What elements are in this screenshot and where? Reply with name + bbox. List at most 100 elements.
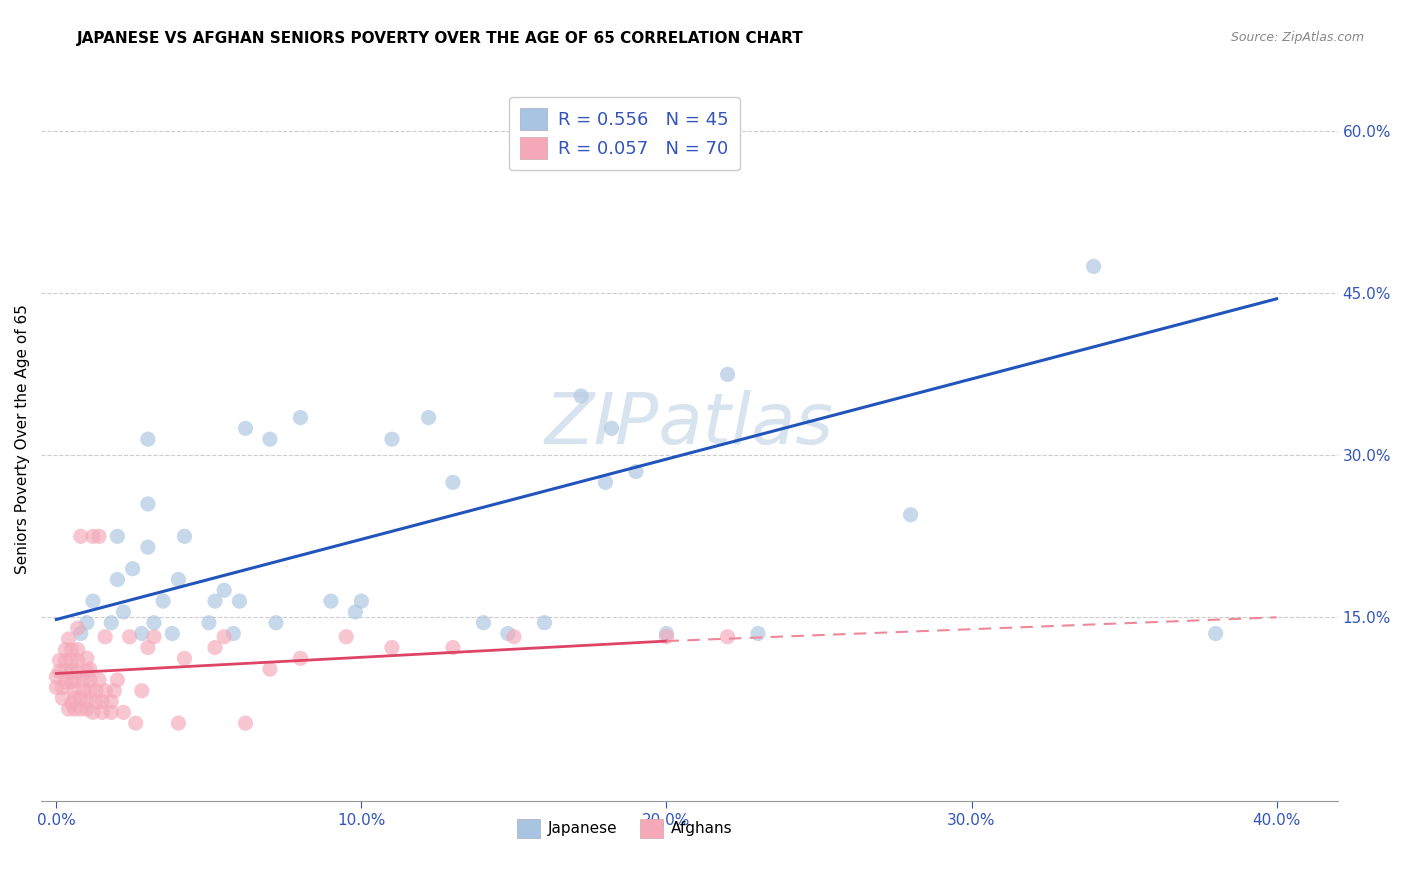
Point <box>82 706 104 720</box>
Point <box>60 665 83 679</box>
Point <box>91 694 114 708</box>
Point <box>66 621 89 635</box>
Legend: Japanese, Afghans: Japanese, Afghans <box>510 813 738 844</box>
Point <box>131 626 153 640</box>
Point <box>350 594 373 608</box>
Point <box>235 716 257 731</box>
Point <box>900 508 922 522</box>
Point <box>60 675 83 690</box>
Point <box>105 673 128 687</box>
Point <box>198 615 221 630</box>
Point <box>94 630 117 644</box>
Point <box>600 421 623 435</box>
Point <box>58 702 80 716</box>
Point <box>235 421 257 435</box>
Text: JAPANESE VS AFGHAN SENIORS POVERTY OVER THE AGE OF 65 CORRELATION CHART: JAPANESE VS AFGHAN SENIORS POVERTY OVER … <box>77 31 804 46</box>
Point <box>212 630 235 644</box>
Point <box>63 691 86 706</box>
Point <box>1083 260 1105 274</box>
Point <box>73 683 96 698</box>
Point <box>441 475 464 490</box>
Point <box>91 706 114 720</box>
Y-axis label: Seniors Poverty Over the Age of 65: Seniors Poverty Over the Age of 65 <box>15 304 30 574</box>
Point <box>121 562 143 576</box>
Point <box>55 675 77 690</box>
Point <box>655 630 678 644</box>
Point <box>290 410 312 425</box>
Point <box>63 702 86 716</box>
Point <box>60 697 83 711</box>
Point <box>222 626 245 640</box>
Text: Source: ZipAtlas.com: Source: ZipAtlas.com <box>1230 31 1364 45</box>
Point <box>441 640 464 655</box>
Point <box>76 651 98 665</box>
Point <box>655 626 678 640</box>
Point <box>595 475 617 490</box>
Point <box>69 702 91 716</box>
Point <box>63 683 86 698</box>
Point <box>1205 626 1227 640</box>
Point <box>69 626 91 640</box>
Point <box>290 651 312 665</box>
Point <box>131 683 153 698</box>
Point <box>48 665 70 679</box>
Point <box>167 716 190 731</box>
Point <box>496 626 519 640</box>
Point <box>51 681 73 695</box>
Point <box>319 594 342 608</box>
Point <box>112 706 135 720</box>
Point <box>87 529 110 543</box>
Point <box>167 573 190 587</box>
Point <box>173 651 195 665</box>
Point <box>55 653 77 667</box>
Point <box>76 615 98 630</box>
Point <box>73 673 96 687</box>
Point <box>76 702 98 716</box>
Point <box>418 410 440 425</box>
Point <box>716 368 738 382</box>
Point <box>69 691 91 706</box>
Point <box>118 630 141 644</box>
Point <box>76 694 98 708</box>
Point <box>79 673 101 687</box>
Point <box>143 615 166 630</box>
Point <box>259 432 281 446</box>
Point <box>103 683 125 698</box>
Point <box>105 529 128 543</box>
Point <box>66 653 89 667</box>
Point <box>94 683 117 698</box>
Point <box>569 389 592 403</box>
Point <box>51 691 73 706</box>
Point <box>212 583 235 598</box>
Point <box>344 605 367 619</box>
Point <box>79 683 101 698</box>
Point <box>335 630 357 644</box>
Point <box>60 642 83 657</box>
Point <box>60 653 83 667</box>
Point <box>79 662 101 676</box>
Point <box>204 640 226 655</box>
Point <box>82 529 104 543</box>
Point <box>533 615 555 630</box>
Point <box>228 594 250 608</box>
Point <box>136 540 159 554</box>
Point <box>45 681 67 695</box>
Point <box>87 673 110 687</box>
Point <box>136 497 159 511</box>
Point <box>100 615 122 630</box>
Point <box>173 529 195 543</box>
Point <box>76 665 98 679</box>
Point <box>66 642 89 657</box>
Point <box>48 653 70 667</box>
Point <box>82 594 104 608</box>
Point <box>264 615 287 630</box>
Point <box>503 630 526 644</box>
Point <box>136 640 159 655</box>
Point <box>152 594 174 608</box>
Point <box>381 432 404 446</box>
Point <box>55 665 77 679</box>
Point <box>125 716 148 731</box>
Point <box>472 615 495 630</box>
Point <box>747 626 769 640</box>
Point <box>100 694 122 708</box>
